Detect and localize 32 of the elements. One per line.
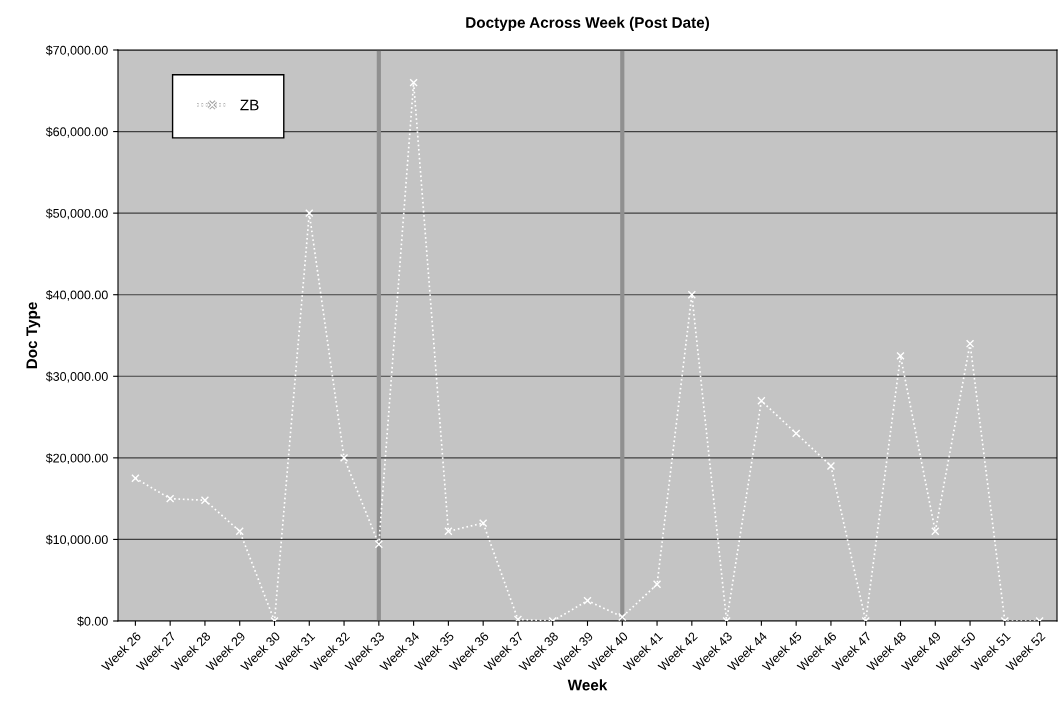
point (444, 527, 453, 536)
y-tick-label: $70,000.00 (45, 45, 108, 57)
point (687, 290, 697, 299)
y-tick-label: $0.00 (77, 616, 108, 627)
y-axis-title: Doc Type (26, 302, 41, 369)
point (791, 429, 801, 438)
point (652, 580, 662, 589)
chart-title: Doctype Across Week (Post Date) (466, 16, 710, 31)
point (965, 339, 975, 348)
point (583, 596, 592, 605)
point (374, 540, 384, 549)
y-tick-label: $60,000.00 (45, 126, 108, 138)
point (305, 208, 314, 218)
legend-label: ZB (240, 99, 259, 111)
y-tick-label: $40,000.00 (45, 289, 108, 301)
point (339, 453, 349, 463)
point (165, 494, 175, 503)
y-tick-label: $30,000.00 (45, 371, 108, 383)
y-tick-label: $20,000.00 (45, 453, 108, 464)
point (931, 527, 940, 536)
point (131, 474, 140, 483)
x-axis-title: Week (567, 679, 608, 691)
point (618, 612, 627, 621)
point (478, 518, 488, 528)
y-tick-label: $50,000.00 (45, 208, 108, 220)
point (896, 351, 905, 361)
point (409, 78, 418, 87)
point (826, 461, 836, 471)
point (235, 527, 244, 536)
point (200, 496, 210, 505)
point (757, 396, 766, 405)
y-tick-label: $10,000.00 (45, 534, 108, 546)
